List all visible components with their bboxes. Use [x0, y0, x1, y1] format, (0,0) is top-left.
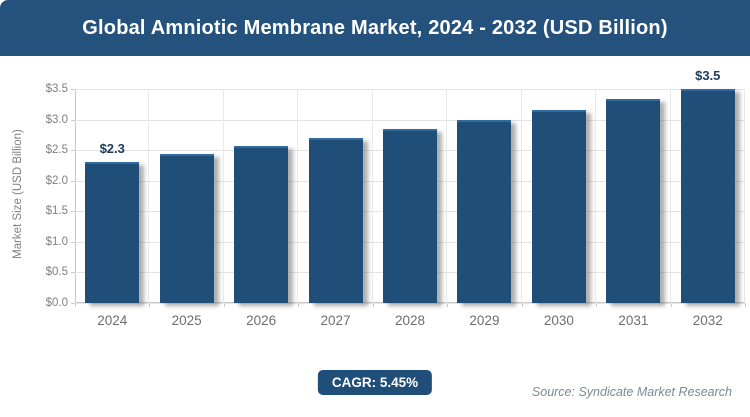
y-tick-mark: [71, 150, 75, 152]
data-label-2032: $3.5: [695, 68, 721, 83]
x-tick-mark: [521, 303, 523, 307]
y-axis-title: Market Size (USD Billion): [12, 129, 24, 259]
x-tick-label-2027: 2027: [320, 313, 351, 328]
x-tick-mark: [75, 303, 76, 307]
y-tick-label: $0.0: [45, 297, 68, 309]
y-tick-mark: [71, 89, 75, 90]
h-gridline: [75, 303, 745, 304]
title-banner: Global Amniotic Membrane Market, 2024 - …: [0, 0, 750, 56]
x-tick-mark: [745, 303, 746, 307]
y-tick-label: $3.5: [45, 83, 68, 95]
bar-2027: [308, 137, 363, 303]
plot-area: $2.3 $3.5: [75, 68, 745, 304]
y-tick-label: $1.0: [45, 235, 68, 248]
x-tick-label-2026: 2026: [246, 313, 277, 328]
bar-2025: [159, 154, 214, 303]
y-axis-line: [75, 89, 76, 303]
x-tick-label-2024: 2024: [97, 313, 128, 328]
y-tick-label: $1.5: [45, 205, 68, 218]
x-tick-mark: [670, 303, 672, 307]
y-tick-label: $0.5: [45, 266, 68, 279]
x-tick-label-2028: 2028: [394, 313, 426, 328]
h-gridline: [75, 89, 745, 90]
y-tick-mark: [71, 272, 75, 274]
bar-2028: [383, 129, 437, 303]
v-gridline: [669, 89, 671, 303]
bar-2029: [457, 119, 512, 303]
y-tick-label: $2.0: [45, 174, 68, 187]
bar-2026: [234, 146, 289, 303]
y-tick-mark: [71, 119, 75, 121]
x-tick-label-2031: 2031: [618, 313, 649, 328]
x-tick-label-2032: 2032: [692, 313, 723, 328]
x-tick-mark: [596, 303, 598, 307]
v-gridline: [595, 89, 597, 303]
x-tick-mark: [298, 303, 300, 307]
h-gridline: [75, 119, 745, 121]
y-tick-mark: [71, 241, 75, 243]
chart-title: Global Amniotic Membrane Market, 2024 - …: [82, 16, 668, 39]
x-tick-mark: [149, 303, 151, 307]
x-tick-mark: [372, 303, 374, 307]
y-tick-mark: [71, 211, 75, 213]
y-tick-label: $3.0: [45, 113, 68, 126]
v-gridline: [148, 89, 150, 303]
x-tick-label-2025: 2025: [171, 313, 202, 328]
cagr-badge: CAGR: 5.45%: [317, 370, 433, 395]
v-gridline: [371, 89, 373, 303]
bar-2024: [85, 162, 140, 303]
x-tick-mark: [447, 303, 449, 307]
v-gridline: [297, 89, 299, 303]
x-tick-mark: [223, 303, 225, 307]
y-tick-mark: [71, 180, 75, 182]
v-gridline: [222, 89, 224, 303]
x-tick-label-2029: 2029: [469, 313, 500, 328]
data-label-2024: $2.3: [99, 141, 125, 157]
bar-2032: [680, 89, 735, 303]
bar-2031: [606, 99, 661, 303]
v-gridline: [744, 89, 745, 303]
source-attribution: Source: Syndicate Market Research: [531, 385, 732, 399]
bar-2030: [531, 109, 586, 303]
y-tick-label: $2.5: [45, 144, 68, 157]
v-gridline: [520, 89, 522, 303]
y-tick-mark: [71, 303, 75, 304]
x-tick-label-2030: 2030: [543, 313, 574, 328]
v-gridline: [446, 89, 448, 303]
